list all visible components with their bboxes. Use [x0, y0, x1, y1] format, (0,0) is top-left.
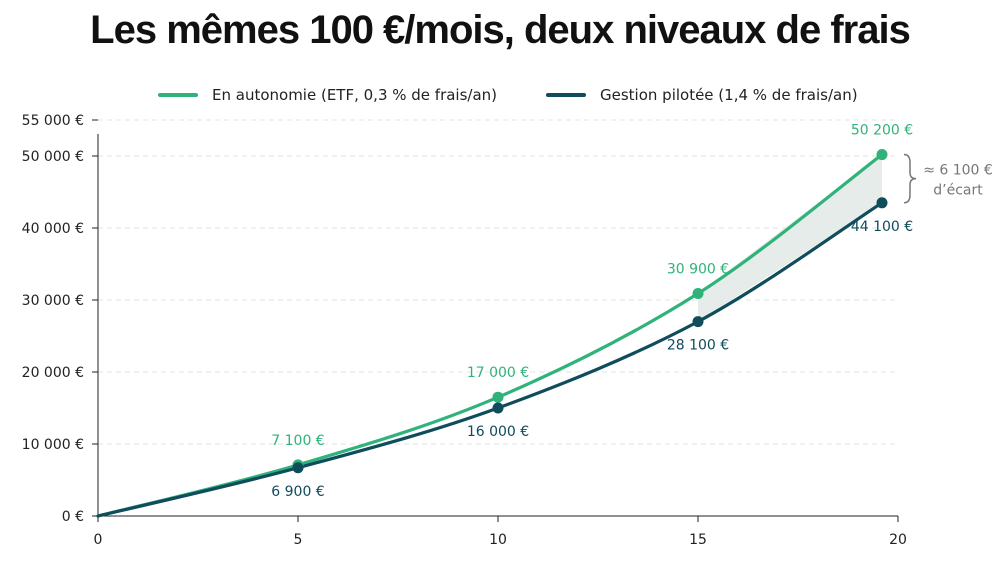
data-point: [292, 462, 304, 474]
gap-area: [698, 154, 882, 322]
legend-swatch-pilotee: [546, 93, 586, 97]
data-label: 17 000 €: [467, 365, 529, 381]
x-tick-label: 5: [294, 532, 303, 548]
x-tick-label: 20: [889, 532, 907, 548]
data-point: [692, 316, 704, 328]
data-labels: 7 100 € 17 000 € 30 900 € 50 200 € 6 900 € 16…: [271, 123, 913, 500]
data-points: [292, 149, 888, 474]
legend-label-autonomie: En autonomie (ETF, 0,3 % de frais/an): [212, 86, 498, 104]
data-point: [492, 402, 504, 414]
data-label: 6 900 €: [271, 484, 324, 500]
legend: En autonomie (ETF, 0,3 % de frais/an) Ge…: [0, 82, 1000, 108]
series-line-1: [96, 152, 884, 518]
y-tick-label: 30 000 €: [22, 293, 84, 309]
x-tick-label: 10: [489, 532, 507, 548]
data-point: [876, 149, 888, 161]
gap-shading: [698, 154, 882, 322]
data-label: 50 200 €: [851, 123, 913, 139]
axes: 0 € 10 000 € 20 000 € 30 000 € 40 000 € 50 00…: [22, 113, 907, 548]
gap-label-line-1: ≈ 6 100 €: [923, 163, 993, 179]
data-point: [876, 197, 888, 209]
legend-label-pilotee: Gestion pilotée (1,4 % de frais/an): [600, 86, 858, 104]
x-tick-label: 0: [94, 532, 103, 548]
y-tick-label: 55 000 €: [22, 113, 84, 129]
gap-annotation: ≈ 6 100 € d’écart: [903, 153, 993, 204]
data-label: 28 100 €: [667, 338, 729, 354]
y-tick-label: 40 000 €: [22, 221, 84, 237]
legend-item-autonomie: En autonomie (ETF, 0,3 % de frais/an): [158, 82, 497, 108]
legend-item-pilotee: Gestion pilotée (1,4 % de frais/an): [546, 82, 858, 108]
chart-title: Les mêmes 100 €/mois, deux niveaux de fr…: [90, 8, 911, 52]
data-label: 16 000 €: [467, 424, 529, 440]
y-tick-label: 0 €: [62, 509, 84, 525]
data-label: 44 100 €: [851, 219, 913, 235]
grid-lines: [98, 119, 898, 445]
data-label: 30 900 €: [667, 262, 729, 278]
y-tick-label: 10 000 €: [22, 437, 84, 453]
gap-bracket: [903, 153, 917, 204]
gap-label-line-2: d’écart: [933, 183, 983, 199]
legend-swatch-autonomie: [158, 93, 198, 97]
data-label: 7 100 €: [271, 433, 324, 449]
y-tick-label: 50 000 €: [22, 149, 84, 165]
data-point: [492, 391, 504, 403]
data-point: [692, 288, 704, 300]
series-lines: [96, 152, 884, 518]
y-tick-label: 20 000 €: [22, 365, 84, 381]
x-tick-label: 15: [689, 532, 707, 548]
